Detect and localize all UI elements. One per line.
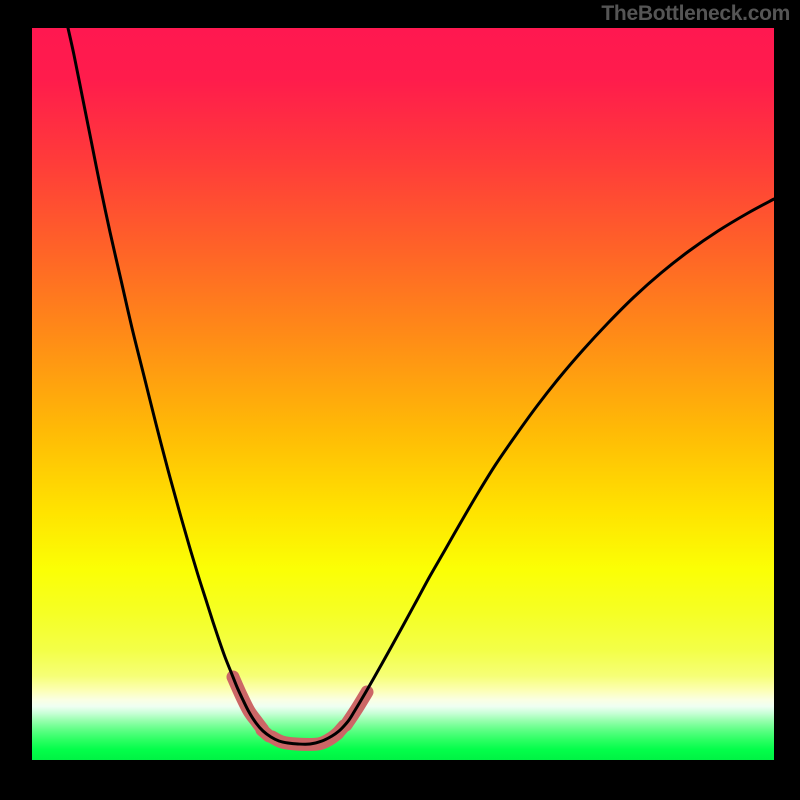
chart-container: TheBottleneck.com	[0, 0, 800, 800]
bottleneck-chart	[0, 0, 800, 800]
watermark-text: TheBottleneck.com	[601, 2, 790, 26]
gradient-background	[32, 28, 774, 760]
